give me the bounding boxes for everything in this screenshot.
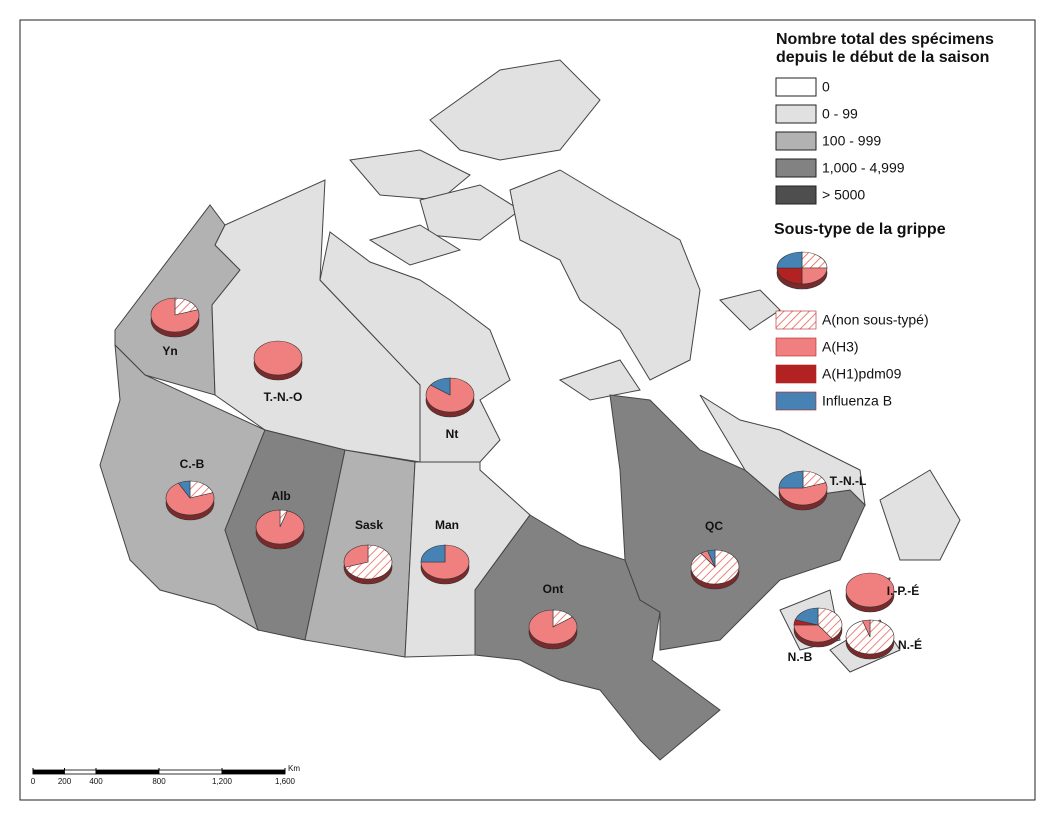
pie-slice xyxy=(776,251,803,269)
pie-slice xyxy=(862,619,871,638)
province xyxy=(429,59,601,161)
pie-slice xyxy=(344,544,393,580)
legend-title: Sous-type de la grippe xyxy=(774,221,946,238)
pie-slice xyxy=(255,509,305,545)
legend-label: 0 xyxy=(822,79,830,95)
pie-slice xyxy=(430,377,451,396)
scale-unit: Km xyxy=(288,764,300,773)
pie-slice xyxy=(528,609,578,645)
province xyxy=(699,394,866,507)
province xyxy=(879,469,961,561)
province-label: T.-N.-O xyxy=(264,390,303,404)
province-label: QC xyxy=(705,519,723,533)
pie-slice xyxy=(794,607,819,626)
scale-label: 800 xyxy=(152,777,166,786)
province xyxy=(558,359,641,401)
scale-label: 0 xyxy=(31,777,36,786)
province-label: Sask xyxy=(355,518,383,532)
scale-label: 400 xyxy=(89,777,103,786)
legend-label: A(non sous-typé) xyxy=(822,312,929,328)
province-label: Man xyxy=(435,518,459,532)
scale-segment xyxy=(32,769,65,775)
province-label: N.-É xyxy=(898,637,922,652)
legend-swatch xyxy=(775,310,817,330)
legend-swatch xyxy=(775,364,817,384)
scale-label: 1,200 xyxy=(212,777,233,786)
legend-label: 1,000 - 4,999 xyxy=(822,160,905,176)
pie-slice xyxy=(150,297,200,333)
scale-label: 1,600 xyxy=(275,777,296,786)
province xyxy=(509,169,701,381)
legend-label: A(H3) xyxy=(822,339,859,355)
pie-slice xyxy=(253,340,303,376)
province-label: I.-P.-É xyxy=(887,583,919,598)
pie-slice xyxy=(420,544,470,580)
scale-label: 200 xyxy=(58,777,72,786)
province-label: Yn xyxy=(162,344,177,358)
legend-label: > 5000 xyxy=(822,187,865,203)
scale-segment xyxy=(64,769,97,775)
province-label: C.-B xyxy=(180,457,205,471)
pie-slice xyxy=(707,549,716,568)
pie-slice xyxy=(801,251,828,269)
province-label: Nt xyxy=(446,427,459,441)
legend-label: Influenza B xyxy=(822,393,892,409)
legend-title: Nombre total des spécimens xyxy=(776,31,994,48)
legend-swatch xyxy=(775,131,817,151)
legend-label: A(H1)pdm09 xyxy=(822,366,902,382)
province xyxy=(349,149,471,201)
legend-swatch xyxy=(775,77,817,97)
province xyxy=(419,184,521,241)
pies: Yn T.-N.-O Nt C.-B Alb Sask Man Ont QC T.-N.-L I.-… xyxy=(150,297,922,664)
province-label: Alb xyxy=(271,489,290,503)
legend-swatch xyxy=(775,185,817,205)
legend-title: depuis le début de la saison xyxy=(776,49,989,66)
pie-slice xyxy=(776,267,803,285)
pie-slice xyxy=(165,482,215,516)
legend-swatch xyxy=(775,391,817,411)
province-label: Ont xyxy=(543,582,564,596)
pie-slice xyxy=(845,572,895,608)
scale-segment xyxy=(221,769,286,775)
province-label: N.-B xyxy=(788,650,813,664)
legend-label: 0 - 99 xyxy=(822,106,858,122)
scale-segment xyxy=(158,769,223,775)
province-label: T.-N.-L xyxy=(830,474,867,488)
pie-slice xyxy=(801,267,828,285)
province xyxy=(719,289,781,331)
pie-slice xyxy=(778,470,804,489)
scale-segment xyxy=(95,769,160,775)
pie-slice xyxy=(793,624,833,643)
province xyxy=(368,224,462,266)
pie-slice xyxy=(817,607,843,640)
legend-swatch xyxy=(775,158,817,178)
legend-label: 100 - 999 xyxy=(822,133,881,149)
pie-slice xyxy=(177,480,191,499)
pie-slice xyxy=(343,544,369,568)
legend-swatch xyxy=(775,337,817,357)
legend-swatch xyxy=(775,104,817,124)
scale-bar: 0 200 400 800 1,200 1,600 Km xyxy=(31,764,301,786)
province xyxy=(609,394,866,651)
pie-slice xyxy=(420,544,446,563)
